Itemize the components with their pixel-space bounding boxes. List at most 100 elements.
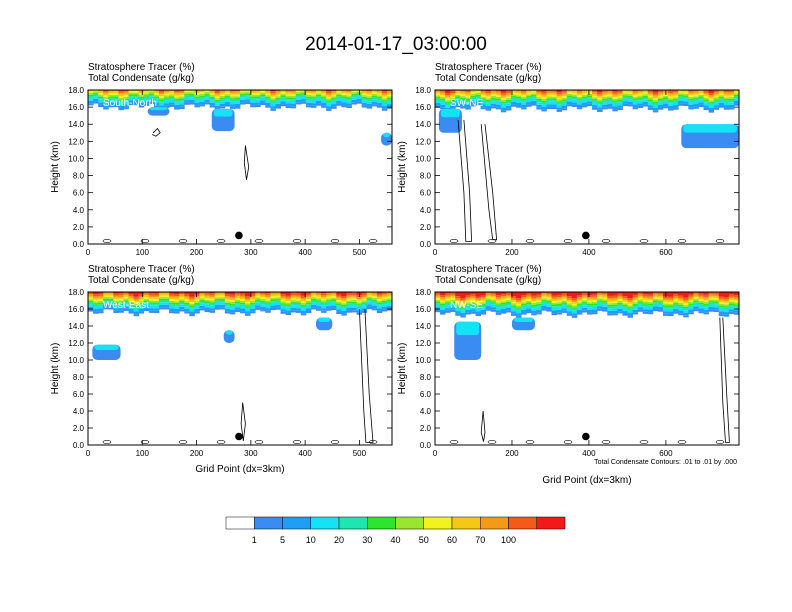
tracer-cell <box>366 106 373 109</box>
tracer-cell <box>300 94 307 97</box>
tracer-cell <box>652 103 659 106</box>
tracer-cell <box>551 313 557 316</box>
tracer-cell <box>184 302 190 305</box>
tracer-cell <box>224 99 231 102</box>
y-tick-label: 10.0 <box>68 154 84 163</box>
tracer-cell <box>470 306 476 310</box>
tracer-cell <box>698 297 704 300</box>
tracer-cell <box>133 314 140 317</box>
tracer-cell <box>199 99 205 102</box>
tracer-cell <box>475 313 481 317</box>
tracer-cell <box>647 312 654 315</box>
tracer-cell <box>240 311 246 314</box>
tracer-cell <box>229 292 236 295</box>
tracer-cell <box>673 301 679 304</box>
tracer-cell <box>592 292 598 295</box>
tracer-cell <box>376 91 383 94</box>
tracer-cell <box>219 97 226 100</box>
tracer-cell <box>693 94 699 97</box>
tracer-cell <box>229 307 236 310</box>
tracer-cell <box>561 97 568 100</box>
tracer-cell <box>179 292 185 295</box>
x-axis-label: Grid Point (dx=3km) <box>195 464 284 475</box>
tracer-cell <box>708 304 715 308</box>
tracer-cell <box>652 94 659 97</box>
tracer-cell <box>108 91 114 94</box>
tracer-cell <box>531 100 537 104</box>
tracer-cell <box>305 300 312 303</box>
tracer-cell <box>103 300 109 303</box>
tracer-cell <box>632 303 639 306</box>
tracer-cell <box>143 298 150 301</box>
tracer-cell <box>240 97 246 100</box>
tracer-cell <box>148 305 155 309</box>
tracer-cell <box>627 95 633 98</box>
y-tick-label: 14.0 <box>68 322 84 331</box>
tracer-cell <box>260 309 266 312</box>
tracer-cell <box>551 295 557 298</box>
tracer-cell <box>592 102 598 106</box>
surface-contour <box>601 239 611 243</box>
tracer-cell <box>713 304 720 308</box>
tracer-cell <box>490 292 497 295</box>
tracer-cell <box>164 293 170 296</box>
tracer-cell <box>637 304 644 308</box>
tracer-cell <box>546 302 552 305</box>
tracer-cell <box>642 294 649 297</box>
tracer-cell <box>346 296 352 299</box>
tracer-cell <box>371 308 378 311</box>
tracer-cell <box>440 91 446 94</box>
tracer-cell <box>143 300 150 303</box>
tracer-cell <box>657 304 664 308</box>
tracer-cell <box>511 300 517 302</box>
tracer-cell <box>698 96 704 99</box>
tracer-cell <box>234 307 241 310</box>
tracer-cell <box>351 90 357 93</box>
tracer-cell <box>331 307 337 311</box>
tracer-cell <box>103 90 109 92</box>
tracer-cell <box>376 100 383 104</box>
tracer-cell <box>728 301 735 304</box>
tracer-cell <box>495 297 502 300</box>
tracer-cell <box>455 301 461 304</box>
y-tick-label: 2.0 <box>420 424 432 433</box>
tracer-cell <box>556 294 563 298</box>
tracer-cell <box>260 293 266 296</box>
tracer-cell <box>475 303 481 306</box>
tracer-cell <box>295 292 302 294</box>
tracer-cell <box>280 90 286 93</box>
tracer-cell <box>571 104 578 107</box>
tracer-cell <box>597 94 603 97</box>
tracer-cell <box>305 299 312 301</box>
tracer-cell <box>366 96 373 98</box>
tracer-cell <box>265 100 271 103</box>
tracer-cell <box>673 311 679 314</box>
tracer-cell <box>571 308 578 311</box>
tracer-cell <box>718 305 725 308</box>
tracer-cell <box>511 102 517 105</box>
tracer-cell <box>381 106 388 109</box>
tracer-cell <box>718 102 725 106</box>
tracer-cell <box>663 301 669 304</box>
tracer-cell <box>637 92 644 94</box>
tracer-cell <box>93 301 99 304</box>
tracer-cell <box>733 299 740 301</box>
tracer-cell <box>541 296 547 299</box>
tracer-cell <box>642 299 649 302</box>
tracer-cell <box>351 303 357 306</box>
tracer-cell <box>356 307 362 311</box>
tracer-cell <box>708 103 715 106</box>
tracer-cell <box>495 292 502 296</box>
tracer-cell <box>229 312 236 315</box>
tracer-cell <box>371 95 378 98</box>
tracer-cell <box>214 299 221 301</box>
tracer-cell <box>551 307 557 311</box>
tracer-cell <box>698 90 704 92</box>
tracer-cell <box>617 295 623 298</box>
tracer-cell <box>386 298 393 300</box>
tracer-cell <box>657 97 664 99</box>
tracer-cell <box>179 295 185 298</box>
tracer-cell <box>622 303 628 306</box>
tracer-cell <box>280 303 286 305</box>
tracer-cell <box>128 297 134 300</box>
